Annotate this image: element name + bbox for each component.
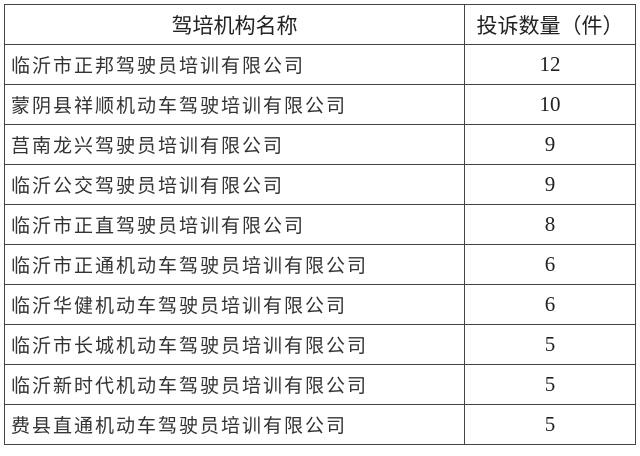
table-row: 临沂市正通机动车驾驶员培训有限公司 6 bbox=[4, 244, 636, 285]
institution-name: 费县直通机动车驾驶员培训有限公司 bbox=[4, 404, 465, 445]
institution-name: 临沂市正邦驾驶员培训有限公司 bbox=[4, 44, 465, 85]
complaint-count: 10 bbox=[464, 84, 636, 125]
institution-name: 蒙阴县祥顺机动车驾驶培训有限公司 bbox=[4, 84, 465, 125]
table-row: 莒南龙兴驾驶员培训有限公司 9 bbox=[4, 124, 636, 165]
complaint-count: 5 bbox=[464, 324, 636, 365]
table-row: 临沂市正邦驾驶员培训有限公司 12 bbox=[4, 44, 636, 85]
institution-name: 临沂华健机动车驾驶员培训有限公司 bbox=[4, 284, 465, 325]
table-row: 蒙阴县祥顺机动车驾驶培训有限公司 10 bbox=[4, 84, 636, 125]
table-row: 临沂华健机动车驾驶员培训有限公司 6 bbox=[4, 284, 636, 325]
complaint-count: 5 bbox=[464, 404, 636, 445]
header-institution-name: 驾培机构名称 bbox=[4, 4, 465, 45]
complaint-count: 8 bbox=[464, 204, 636, 245]
header-complaint-count: 投诉数量（件） bbox=[464, 4, 636, 45]
complaint-count: 6 bbox=[464, 284, 636, 325]
complaint-count: 5 bbox=[464, 364, 636, 405]
institution-name: 临沂公交驾驶员培训有限公司 bbox=[4, 164, 465, 205]
complaint-count: 9 bbox=[464, 124, 636, 165]
table-row: 临沂公交驾驶员培训有限公司 9 bbox=[4, 164, 636, 205]
complaints-table: 驾培机构名称 投诉数量（件） 临沂市正邦驾驶员培训有限公司 12 蒙阴县祥顺机动车驾… bbox=[4, 4, 636, 445]
table-row: 临沂市正直驾驶员培训有限公司 8 bbox=[4, 204, 636, 245]
table-header-row: 驾培机构名称 投诉数量（件） bbox=[4, 4, 636, 45]
complaint-count: 9 bbox=[464, 164, 636, 205]
complaint-count: 12 bbox=[464, 44, 636, 85]
institution-name: 临沂市正通机动车驾驶员培训有限公司 bbox=[4, 244, 465, 285]
table-row: 临沂新时代机动车驾驶员培训有限公司 5 bbox=[4, 364, 636, 405]
complaint-count: 6 bbox=[464, 244, 636, 285]
table-row: 临沂市长城机动车驾驶员培训有限公司 5 bbox=[4, 324, 636, 365]
institution-name: 莒南龙兴驾驶员培训有限公司 bbox=[4, 124, 465, 165]
institution-name: 临沂新时代机动车驾驶员培训有限公司 bbox=[4, 364, 465, 405]
institution-name: 临沂市正直驾驶员培训有限公司 bbox=[4, 204, 465, 245]
table-row: 费县直通机动车驾驶员培训有限公司 5 bbox=[4, 404, 636, 445]
institution-name: 临沂市长城机动车驾驶员培训有限公司 bbox=[4, 324, 465, 365]
